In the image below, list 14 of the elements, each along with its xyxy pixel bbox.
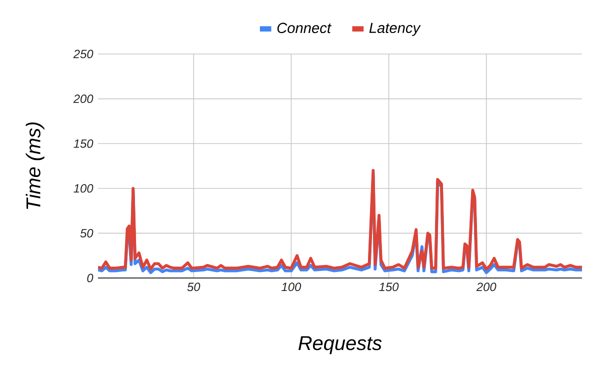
legend-label: Latency	[369, 22, 421, 36]
y-tick-label: 0	[87, 274, 94, 282]
y-tick-label: 200	[73, 94, 94, 104]
y-tick-label: 50	[80, 228, 94, 238]
y-tick-label: 250	[73, 50, 94, 58]
legend-label: Connect	[277, 22, 332, 34]
x-tick-label: 100	[282, 282, 302, 292]
y-tick-label: 150	[74, 139, 94, 148]
x-tick-label: 150	[379, 282, 399, 292]
x-tick-label: 200	[476, 282, 496, 292]
x-tick-label: 50	[187, 282, 200, 292]
x-axis-title: Requests	[298, 336, 382, 354]
y-tick-label: 100	[74, 184, 94, 193]
y-axis-title: Time (ms)	[26, 122, 44, 209]
